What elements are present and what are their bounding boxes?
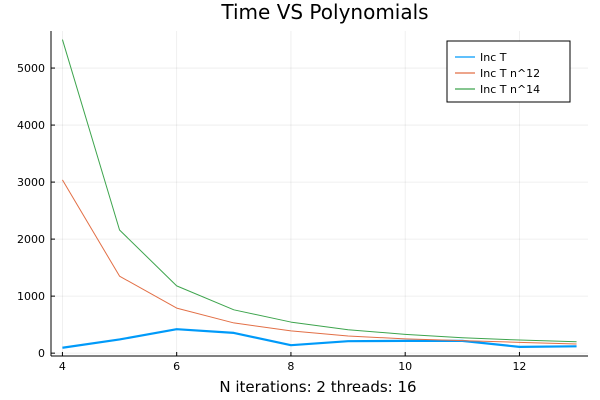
y-tick-label: 2000: [17, 233, 45, 246]
x-axis-label: N iterations: 2 threads: 16: [219, 378, 416, 396]
y-tick-label: 3000: [17, 176, 45, 189]
grid-lines: [51, 31, 588, 356]
y-tick-label: 1000: [17, 290, 45, 303]
chart-title: Time VS Polynomials: [220, 0, 428, 24]
x-tick-label: 4: [59, 360, 66, 373]
y-tick-label: 5000: [17, 62, 45, 75]
legend-label: Inc T: [480, 51, 507, 64]
x-tick-label: 12: [512, 360, 526, 373]
x-tick-label: 10: [398, 360, 412, 373]
legend-box: [446, 40, 571, 103]
series-lines: [61, 39, 577, 349]
series-line-2: [61, 179, 577, 345]
x-tick-label: 6: [173, 360, 180, 373]
series-line-3: [61, 39, 577, 343]
y-tick-label: 0: [38, 347, 45, 360]
legend: Inc T Inc T n^12 Inc T n^14: [446, 40, 571, 103]
y-tick-label: 4000: [17, 119, 45, 132]
legend-label: Inc T n^14: [480, 83, 540, 96]
legend-label: Inc T n^12: [480, 67, 540, 80]
x-tick-label: 8: [287, 360, 294, 373]
series-line-1: [62, 328, 577, 349]
axes: 4 6 8 10 12 0 1000 2000 3000 4000 5000: [17, 31, 588, 373]
